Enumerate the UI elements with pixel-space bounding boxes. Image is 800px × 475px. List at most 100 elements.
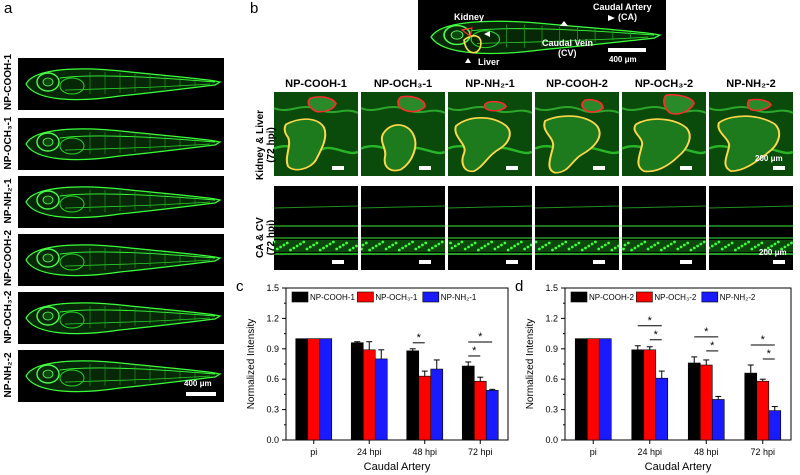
scalebar [593, 260, 605, 264]
y-tick-label: 0.9 [545, 344, 558, 354]
kidney-liver-drawing [448, 92, 532, 176]
fish-image [18, 292, 224, 344]
bar [711, 399, 725, 441]
fish-image [18, 118, 224, 170]
x-axis-label: Caudal Artery [645, 461, 712, 473]
y-tick-label: 0.0 [266, 435, 279, 445]
ca-cv-micrograph [274, 186, 358, 270]
ca-cv-micrograph [361, 186, 445, 270]
overview-scalebar-label: 400 μm [609, 55, 637, 64]
y-axis-label: Normalized Intensity [246, 319, 257, 410]
fish-row-label: NP-OCH₃-1 [3, 116, 14, 170]
significance-star: * [710, 340, 715, 352]
legend-label: NP-NH₂-2 [720, 293, 756, 302]
significance-star: * [761, 334, 766, 346]
caudal-artery-label: Caudal Artery [593, 2, 652, 12]
ca-cv-drawing [448, 186, 532, 270]
scalebar-label: 200 μm [759, 248, 787, 257]
panel-letter-c: c [236, 278, 244, 295]
y-tick-label: 0.6 [545, 374, 558, 384]
kidney-liver-micrograph [361, 92, 445, 176]
bar [687, 362, 701, 441]
bar [744, 372, 758, 441]
y-tick-label: 1.2 [545, 313, 558, 323]
significance-star: * [654, 329, 659, 341]
column-title: NP-COOH-2 [546, 78, 608, 90]
scalebar [506, 260, 518, 264]
legend-label: NP-COOH-1 [310, 293, 355, 302]
overview-scalebar [608, 48, 646, 52]
bar [461, 365, 475, 441]
y-tick-label: 0.9 [266, 344, 279, 354]
x-tick-label: 72 hpi [750, 447, 775, 457]
scalebar-label: 200 μm [755, 154, 783, 163]
fish-image [18, 58, 224, 110]
overview-fish-image: Kidney Liver Caudal Artery (CA) Caudal V… [418, 0, 666, 70]
caudal-vein-label: Caudal Vein [542, 38, 594, 48]
kidney-liver-drawing [709, 92, 793, 176]
panel-letter-a: a [4, 0, 13, 17]
y-axis-label: Normalized Intensity [525, 319, 536, 410]
ca-cv-micrograph [535, 186, 619, 270]
bar [319, 338, 333, 441]
bar [699, 364, 713, 441]
fish-row-label: NP-NH₂-2 [3, 352, 14, 398]
ca-cv-micrograph [622, 186, 706, 270]
column-title: NP-NH₂-2 [726, 78, 776, 90]
kidney-liver-drawing [622, 92, 706, 176]
significance-star: * [478, 331, 483, 343]
fish-row-label: NP-COOH-1 [3, 53, 14, 110]
significance-star: * [648, 315, 653, 327]
x-tick-label: 72 hpi [468, 447, 493, 457]
y-tick-label: 0.3 [266, 405, 279, 415]
kidney-label: Kidney [454, 12, 485, 22]
significance-star: * [417, 332, 422, 344]
chart-c: 0.00.30.60.91.21.5pi 24 hpi 48 hpi 72 hpi**… [246, 283, 509, 473]
ca-cv-micrograph: 200 μm [709, 186, 793, 270]
scalebar [506, 166, 518, 170]
column-title: NP-NH₂-1 [465, 78, 515, 90]
bar [574, 338, 588, 441]
scalebar [680, 260, 692, 264]
y-tick-label: 0.6 [266, 374, 279, 384]
panel-a-scalebar [186, 392, 216, 396]
scalebar [593, 166, 605, 170]
kidney-liver-drawing [274, 92, 358, 176]
bar [362, 349, 376, 441]
significance-star: * [767, 348, 772, 360]
column-title: NP-OCH₃-2 [634, 78, 694, 90]
fish-row-label: NP-NH₂-1 [3, 178, 14, 224]
kidney-liver-micrograph: 200 μm [709, 92, 793, 176]
x-axis-label: Caudal Artery [364, 461, 431, 473]
y-tick-label: 0.0 [545, 435, 558, 445]
legend-swatch [636, 291, 653, 303]
legend-label: NP-NH₂-1 [441, 293, 477, 302]
significance-star: * [472, 345, 477, 357]
bar [598, 338, 612, 441]
bar [655, 377, 669, 441]
y-tick-label: 1.5 [545, 283, 558, 293]
x-tick-label: 24 hpi [637, 447, 662, 457]
bar [643, 349, 657, 441]
y-tick-label: 1.5 [266, 283, 279, 293]
bar [374, 358, 388, 441]
bar [631, 349, 645, 441]
bar [430, 368, 444, 441]
chart-d: 0.00.30.60.91.21.5pi 24 hpi 48 hpi 72 hpi**… [525, 283, 792, 473]
kidney-liver-drawing [361, 92, 445, 176]
row-label-ca-cv: CA & CV (72 hpi) [255, 217, 277, 258]
y-tick-label: 0.3 [545, 405, 558, 415]
scalebar [332, 260, 344, 264]
fish-drawing [25, 128, 221, 161]
scalebar [773, 260, 785, 264]
bar [418, 375, 432, 441]
kidney-liver-drawing [535, 92, 619, 176]
fish-image: 400 μm [18, 350, 224, 402]
y-tick-label: 1.2 [266, 313, 279, 323]
column-title: NP-COOH-1 [285, 78, 347, 90]
ca-cv-drawing [274, 186, 358, 270]
bar [485, 390, 499, 441]
scalebar [332, 166, 344, 170]
overview-fish-drawing [430, 15, 661, 63]
fish-drawing [25, 186, 221, 219]
